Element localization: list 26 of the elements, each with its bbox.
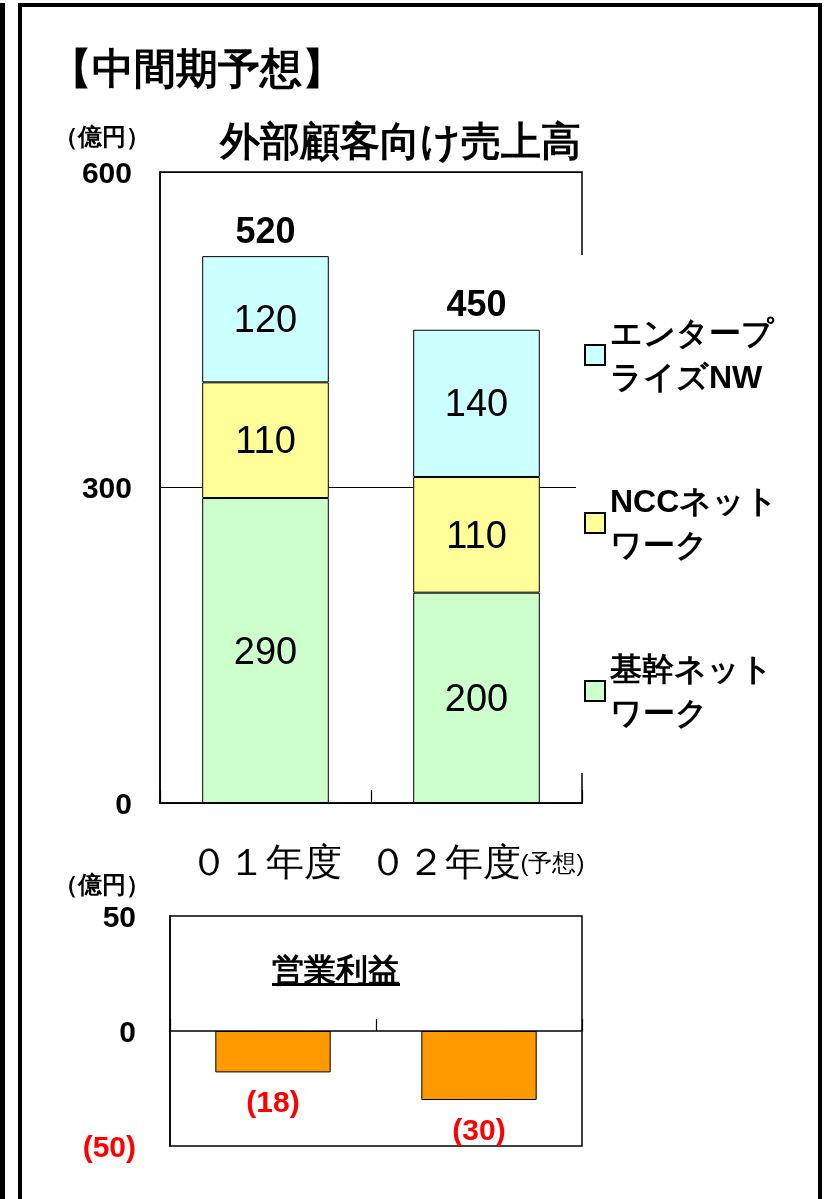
chart-title: 【中間期予想】 (50, 44, 344, 92)
data-label: 200 (444, 676, 509, 719)
total-label: 520 (235, 209, 296, 251)
data-label: (18) (246, 1084, 300, 1118)
data-label: (30) (452, 1112, 506, 1146)
y-tick-label: (50) (82, 1129, 136, 1163)
total-label: 450 (446, 283, 507, 325)
y-tick-label: 600 (81, 155, 132, 189)
data-label: 110 (446, 513, 507, 556)
legend-label: NCCネットワーク (610, 483, 779, 563)
data-label: 140 (444, 382, 509, 425)
y-tick-label: 300 (81, 471, 132, 504)
y-tick-label: 0 (119, 1014, 136, 1048)
y-tick-label: 0 (115, 786, 132, 820)
y-tick-label: 50 (102, 899, 136, 933)
y-axis-title: （億円） (54, 122, 150, 150)
chart-subtitle: 外部顧客向け売上高 (219, 119, 581, 164)
y-axis-title: （億円） (54, 870, 150, 898)
data-label: 110 (235, 419, 296, 462)
data-label: 290 (233, 629, 298, 672)
x-tick-label: ０１年度 (189, 841, 342, 883)
data-label: 120 (233, 298, 298, 341)
legend-label: 基幹ネットワーク (609, 651, 773, 731)
text: 営業利益 (272, 952, 400, 989)
x-tick-label: ０２年度(予想) (368, 841, 585, 883)
legend-label: エンタープライズNW (610, 315, 775, 395)
